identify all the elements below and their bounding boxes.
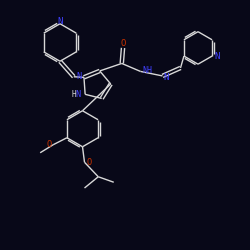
Text: O: O bbox=[121, 40, 126, 48]
Text: N: N bbox=[77, 72, 82, 81]
Text: N: N bbox=[57, 17, 63, 26]
Text: NH: NH bbox=[142, 66, 152, 75]
Text: O: O bbox=[46, 140, 51, 149]
Text: N: N bbox=[76, 90, 81, 99]
Text: N: N bbox=[164, 73, 169, 82]
Text: H: H bbox=[72, 90, 76, 99]
Text: N: N bbox=[214, 52, 219, 60]
Text: O: O bbox=[86, 158, 92, 167]
